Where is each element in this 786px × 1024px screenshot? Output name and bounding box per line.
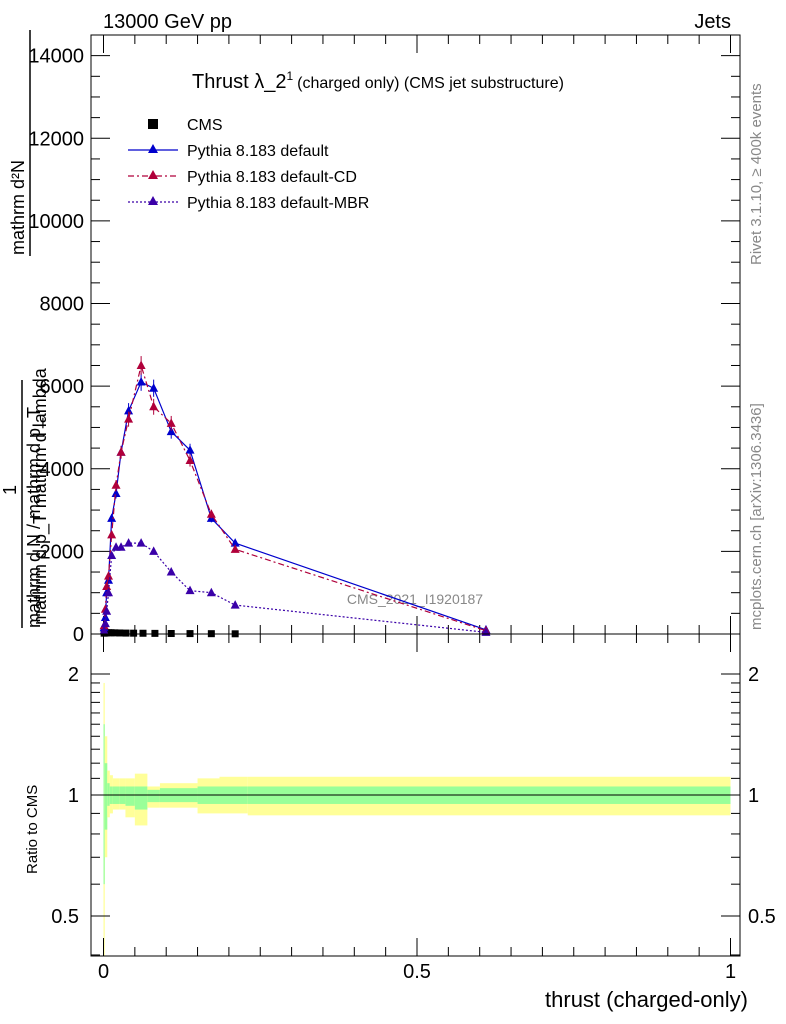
cms-point [107,629,115,637]
mcplots-label: mcplots.cern.ch [arXiv:1306.3436] [748,403,765,630]
ratio-band-green [147,789,160,803]
ratio-y-tick-label-right: 1 [748,785,759,807]
ratio-y-tick-label-right: 0.5 [748,906,776,928]
point-default-mbr [107,550,117,560]
y-tick-label: 12000 [28,128,84,150]
point-default-cd [230,544,240,553]
point-default-cd [107,529,117,539]
point-default [230,538,240,547]
point-default [149,383,159,392]
chart-title-suffix: (charged only) (CMS jet substructure) [297,75,564,92]
point-default-cd [136,360,146,369]
point-default-cd [185,455,195,464]
point-default-mbr [116,542,126,551]
y-tick-label: 8000 [40,294,85,316]
legend: CMS Pythia 8.183 default Pythia 8.183 de… [128,117,369,212]
analysis-watermark: CMS_2021_I1920187 [347,591,483,607]
x-tick-label: 0 [98,961,109,983]
point-default [111,488,121,498]
legend-marker-default [148,144,158,153]
ratio-y-tick-label-right: 2 [748,664,759,686]
point-default-mbr [166,567,176,576]
cms-point [139,629,147,637]
ratio-y-tick-label: 0.5 [51,906,79,928]
y-tick-label: 14000 [28,46,84,68]
point-default-mbr [99,625,109,635]
y-tick-label: 0 [73,624,84,646]
chart-title-main: Thrust λ_2 [192,71,286,93]
point-default-cd [124,414,134,423]
ratio-y-tick-labels: 0.5 0.5 1 1 2 2 [51,664,776,928]
ratio-y-tick-label: 1 [68,785,79,807]
ratio-band-green [125,786,135,806]
ratio-bands [103,682,731,956]
ratio-band-green [107,783,110,806]
ratio-band-green [104,763,108,830]
header-right: Jets [694,11,731,33]
point-default-cd [111,480,121,489]
point-default-cd [206,509,216,518]
legend-marker-cms [148,119,158,129]
ratio-band-green [103,724,105,885]
point-default-mbr [124,538,134,547]
point-default-cd [116,447,126,456]
cms-point [122,629,130,637]
ylabel-prefix: 1 [0,485,20,495]
point-default-cd [102,581,112,590]
point-default-mbr [149,546,159,555]
point-default-cd [104,571,114,580]
x-axis-label: thrust (charged-only) [545,987,748,1012]
point-default-mbr [230,600,240,609]
legend-marker-cd [148,170,158,179]
y-tick-label: 4000 [40,459,85,481]
header-left: 13000 GeV pp [103,11,232,33]
ylabel-prefix-den: mathrm d N / mathrm d p_T [24,407,45,628]
y-tick-label: 6000 [40,376,85,398]
chart-title: Thrust λ_21 (charged only) (CMS jet subst… [192,69,564,93]
ylabel-numerator: mathrm d²N [8,160,28,255]
point-default-cd [149,401,159,411]
cms-point [151,629,159,637]
cms-point [130,629,138,637]
ratio-band-green [134,786,148,810]
point-default [124,405,134,415]
ratio-y-tick-label: 2 [68,664,79,686]
cms-point [111,629,119,637]
ratio-axis-ticks [91,634,740,956]
point-default-mbr [104,587,114,597]
legend-label-cms: CMS [187,117,223,134]
legend-label-mbr: Pythia 8.183 default-MBR [187,195,369,212]
point-default-mbr [206,587,216,597]
x-tick-labels: 0 0.5 1 [98,961,736,983]
point-default-mbr [100,618,110,628]
point-default [136,377,146,386]
point-default-cd [166,418,176,427]
ylabel-denominator: mathrm d p_T mathrm d lambda [30,367,51,625]
ratio-y-axis-label: Ratio to CMS [24,785,41,874]
rivet-label: Rivet 3.1.10, ≥ 400k events [748,83,765,265]
cms-point [116,629,124,637]
point-default-mbr [136,538,146,547]
main-y-tick-labels: 0 2000 4000 6000 8000 10000 12000 14000 [28,46,84,646]
point-default-mbr [102,606,112,615]
point-default [166,426,176,436]
y-tick-label: 10000 [28,211,84,233]
legend-label-default: Pythia 8.183 default [187,143,329,160]
series-line-default-mbr [103,542,487,633]
chart-title-sup: 1 [286,69,293,83]
y-tick-label: 2000 [40,541,85,563]
point-default-mbr [185,585,195,595]
x-tick-label: 0.5 [403,961,431,983]
legend-label-cd: Pythia 8.183 default-CD [187,169,357,186]
y-axis-label: mathrm d²N mathrm d p_T mathrm d lambda … [0,30,51,628]
legend-marker-mbr [148,196,158,205]
x-tick-label: 1 [725,961,736,983]
point-default [107,513,117,522]
point-default [185,445,195,454]
